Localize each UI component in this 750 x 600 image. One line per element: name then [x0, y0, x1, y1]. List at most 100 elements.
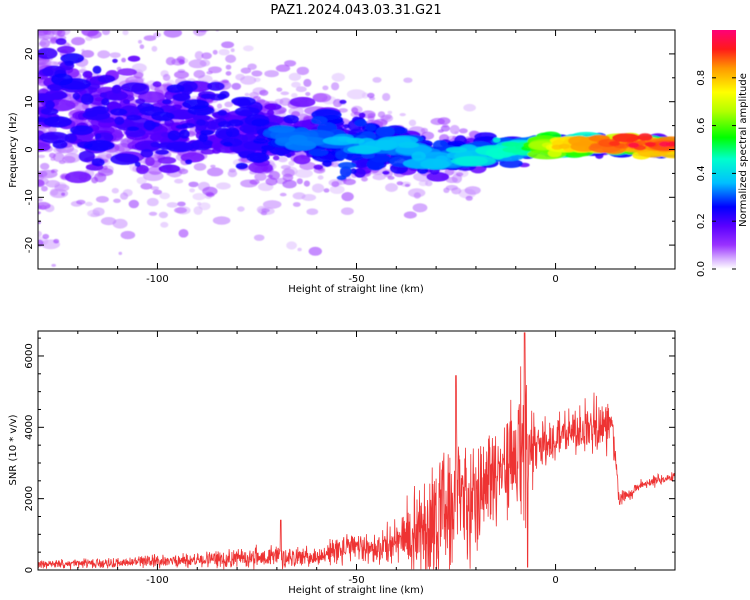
heatmap-blob — [396, 181, 404, 186]
heatmap-blob — [151, 111, 175, 122]
heatmap-blob — [464, 186, 481, 195]
heatmap-blob — [111, 187, 119, 194]
heatmap-blob — [382, 93, 391, 101]
heatmap-blob — [200, 149, 216, 155]
heatmap-blob — [339, 99, 347, 105]
heatmap-blob — [112, 58, 118, 64]
heatmap-blob — [499, 159, 523, 169]
heatmap-blob — [127, 55, 141, 62]
heatmap-blob — [266, 109, 275, 116]
heatmap-blob — [303, 180, 310, 187]
heatmap-blob — [105, 153, 112, 159]
heatmap-blob — [58, 160, 66, 164]
heatmap-blob — [94, 133, 102, 140]
heatmap-blob — [197, 202, 202, 206]
heatmap-blob — [179, 129, 190, 139]
heatmap-blob — [282, 173, 294, 182]
heatmap-blob — [198, 133, 208, 143]
heatmap-blob — [347, 145, 382, 154]
heatmap-blob — [341, 192, 354, 202]
heatmap-blob — [83, 140, 115, 152]
colorbar-label: Normalized spectral amplitude — [738, 73, 749, 227]
heatmap-blob — [261, 208, 270, 213]
colorbar: 0.0 0.2 0.4 0.6 0.8 Normalized spectral ampl… — [696, 30, 749, 277]
heatmap-blob — [195, 30, 210, 33]
heatmap-blob — [336, 175, 347, 181]
heatmap-blob — [200, 129, 214, 135]
heatmap-blob — [188, 59, 207, 69]
heatmap-blob — [71, 37, 86, 46]
snr-panel: -100 -50 0 0 2000 4000 6000 Height of straight… — [8, 330, 676, 596]
heatmap-blob — [367, 92, 375, 99]
heatmap-blob — [463, 103, 476, 112]
heatmap-blob — [292, 192, 306, 200]
heatmap-blob — [331, 82, 340, 91]
heatmap-blob — [244, 92, 250, 97]
heatmap-blob — [408, 119, 417, 127]
heatmap-blob — [254, 172, 267, 181]
heatmap-blob — [151, 45, 158, 52]
heatmap-blob — [240, 67, 252, 74]
heatmap-blob — [627, 142, 640, 148]
heatmap-blob — [259, 89, 269, 96]
heatmap-blob — [275, 64, 291, 72]
heatmap-blob — [122, 99, 131, 105]
heatmap-blob — [268, 170, 280, 180]
heatmap-blob — [100, 30, 104, 31]
heatmap-blob — [253, 96, 261, 100]
heatmap-blob — [174, 178, 184, 184]
heatmap-blob — [243, 45, 254, 52]
heatmap-blob — [97, 50, 111, 59]
heatmap-blob — [158, 164, 181, 174]
heatmap-blob — [225, 71, 232, 76]
heatmap-frame — [37, 29, 676, 270]
heatmap-blob — [283, 114, 300, 124]
heatmap-blob — [134, 161, 141, 167]
heatmap-blob — [159, 192, 170, 200]
heatmap-blob — [81, 66, 86, 70]
heatmap-blob — [164, 90, 175, 101]
heatmap-blob — [261, 149, 268, 155]
heatmap-blob — [146, 197, 159, 207]
heatmap-blob — [312, 93, 332, 103]
heatmap-blob — [311, 116, 328, 125]
heatmap-blob — [200, 93, 215, 100]
heatmap-blob — [346, 137, 365, 144]
heatmap-blob — [267, 174, 273, 178]
heatmap-blob — [45, 180, 60, 188]
heatmap-blob — [60, 53, 85, 64]
heatmap-blob — [312, 183, 325, 193]
snr-background — [38, 331, 675, 570]
heatmap-blob — [558, 143, 570, 149]
heatmap-blob — [128, 199, 139, 209]
heatmap-blob — [313, 164, 324, 170]
heatmap-blob — [344, 153, 364, 161]
heatmap-blob — [440, 125, 451, 132]
heatmap-blob — [443, 187, 450, 193]
heatmap-blob — [180, 152, 205, 163]
heatmap-blob — [135, 98, 146, 105]
heatmap-blob — [55, 19, 60, 24]
colorbar-tick-label: 0.8 — [696, 70, 707, 86]
heatmap-blob — [282, 179, 297, 189]
y-tick-label: 0 — [24, 567, 35, 573]
heatmap-blob — [53, 238, 60, 244]
heatmap-blob — [262, 200, 282, 209]
heatmap-blob — [49, 152, 56, 159]
heatmap-blob — [291, 93, 298, 98]
snr-series-line — [38, 332, 675, 570]
heatmap-blob — [317, 175, 324, 180]
heatmap-blob — [288, 72, 302, 81]
heatmap-blob — [230, 48, 235, 53]
heatmap-blob — [42, 233, 50, 240]
heatmap-blob — [51, 263, 56, 267]
heatmap-blob — [492, 137, 501, 143]
heatmap-blob — [135, 164, 149, 175]
heatmap-blob — [50, 169, 55, 174]
heatmap-blob — [372, 77, 382, 83]
heatmap-blob — [387, 176, 395, 180]
heatmap-blob — [403, 77, 413, 83]
heatmap-blob — [361, 177, 368, 182]
heatmap-blob — [72, 92, 81, 101]
